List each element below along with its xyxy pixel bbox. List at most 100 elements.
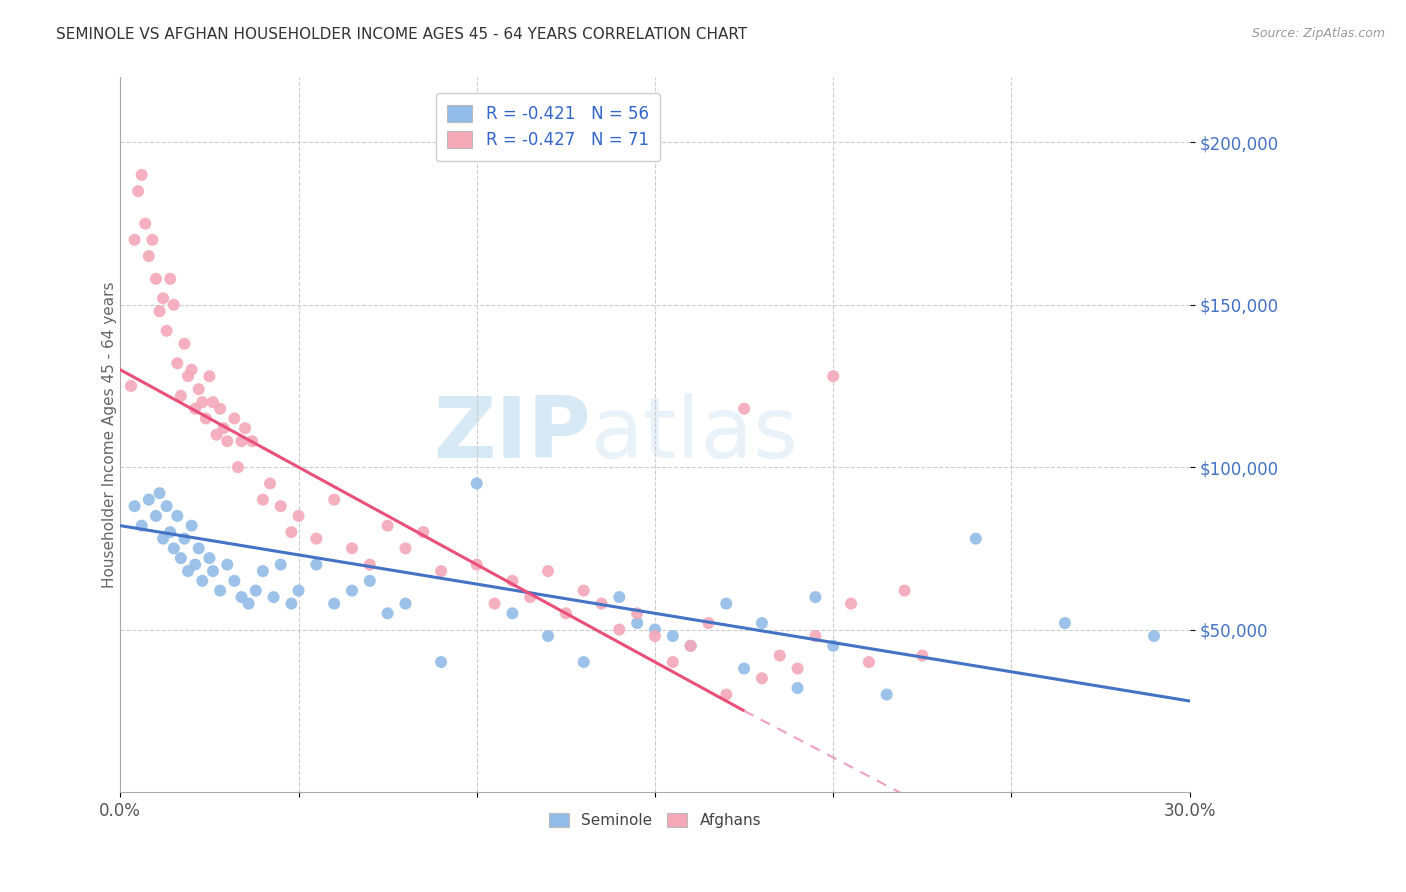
Point [209,583,232,598]
Point [212,421,235,435]
Point [240,434,263,449]
Point [127,184,149,198]
Point [697,616,720,631]
Point [231,434,253,449]
Point [501,574,523,588]
Point [911,648,934,663]
Point [465,558,488,572]
Point [270,558,292,572]
Point [226,460,249,475]
Point [412,525,434,540]
Point [287,508,309,523]
Point [716,597,738,611]
Point [537,629,560,643]
Point [607,590,630,604]
Point [823,369,845,384]
Point [804,590,827,604]
Point [280,597,302,611]
Point [340,541,363,556]
Point [751,671,773,685]
Point [572,655,595,669]
Point [131,518,153,533]
Point [340,583,363,598]
Point [305,558,328,572]
Text: Source: ZipAtlas.com: Source: ZipAtlas.com [1251,27,1385,40]
Point [201,564,224,578]
Point [394,597,416,611]
Point [156,324,179,338]
Point [124,233,146,247]
Point [323,597,346,611]
Point [198,369,221,384]
Point [124,499,146,513]
Point [184,401,207,416]
Point [141,233,163,247]
Point [644,629,666,643]
Point [201,395,224,409]
Point [786,681,808,695]
Point [359,558,381,572]
Point [876,688,898,702]
Point [786,661,808,675]
Point [177,564,200,578]
Point [148,304,170,318]
Point [173,532,195,546]
Point [263,590,285,604]
Point [626,607,648,621]
Point [839,597,862,611]
Point [430,564,453,578]
Point [191,395,214,409]
Point [148,486,170,500]
Point [194,411,217,425]
Point [662,655,685,669]
Point [287,583,309,598]
Point [191,574,214,588]
Point [465,476,488,491]
Point [679,639,702,653]
Point [159,272,181,286]
Point [270,499,292,513]
Point [591,597,613,611]
Point [170,389,193,403]
Point [554,607,576,621]
Point [804,629,827,643]
Point [259,476,281,491]
Point [217,558,239,572]
Point [209,401,232,416]
Point [163,298,186,312]
Point [145,272,167,286]
Point [166,508,188,523]
Point [1143,629,1166,643]
Point [1053,616,1076,631]
Point [163,541,186,556]
Point [359,574,381,588]
Point [159,525,181,540]
Y-axis label: Householder Income Ages 45 - 64 years: Householder Income Ages 45 - 64 years [101,282,117,588]
Point [377,518,399,533]
Point [131,168,153,182]
Point [716,688,738,702]
Point [394,541,416,556]
Text: SEMINOLE VS AFGHAN HOUSEHOLDER INCOME AGES 45 - 64 YEARS CORRELATION CHART: SEMINOLE VS AFGHAN HOUSEHOLDER INCOME AG… [56,27,748,42]
Point [305,532,328,546]
Point [198,551,221,566]
Point [572,583,595,598]
Point [170,551,193,566]
Point [180,363,202,377]
Point [751,616,773,631]
Point [679,639,702,653]
Legend: Seminole, Afghans: Seminole, Afghans [543,807,768,834]
Point [733,401,755,416]
Point [858,655,880,669]
Point [769,648,792,663]
Point [138,249,160,263]
Point [205,427,228,442]
Text: atlas: atlas [591,393,799,476]
Point [965,532,987,546]
Point [224,411,246,425]
Point [187,382,209,396]
Point [501,607,523,621]
Point [187,541,209,556]
Point [377,607,399,621]
Point [607,623,630,637]
